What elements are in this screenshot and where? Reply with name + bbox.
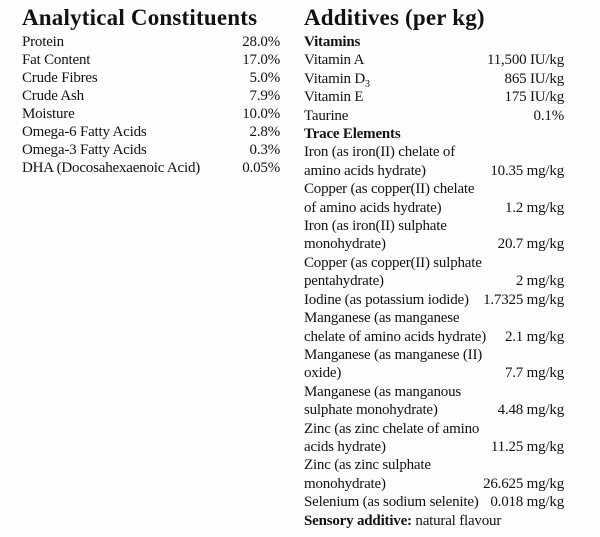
- row-label: Vitamin E: [304, 89, 364, 106]
- subscript: 3: [365, 78, 370, 90]
- row-value: 10.35 mg/kg: [490, 162, 564, 179]
- row-label: amino acids hydrate): [304, 162, 426, 179]
- row-label: pentahydrate): [304, 273, 384, 290]
- additive-row-continued: Manganese (as manganous: [304, 383, 462, 400]
- analytical-row: Omega-3 Fatty Acids 0.3%: [22, 141, 280, 159]
- row-label: Omega-3 Fatty Acids: [22, 142, 147, 158]
- row-label: Fat Content: [22, 52, 91, 68]
- additive-row: monohydrate) 20.7 mg/kg: [304, 235, 564, 253]
- row-label: DHA (Docosahexaenoic Acid): [22, 160, 201, 176]
- subsection-heading: Trace Elements: [304, 126, 401, 143]
- row-label: sulphate monohydrate): [304, 402, 438, 419]
- additive-row: Iodine (as potassium iodide) 1.7325 mg/kg: [304, 291, 564, 309]
- row-label: Selenium (as sodium selenite): [304, 494, 479, 511]
- row-label: Protein: [22, 34, 64, 50]
- additive-row-continued: Manganese (as manganese (II): [304, 346, 483, 363]
- row-label: oxide): [304, 365, 342, 382]
- row-label: acids hydrate): [304, 438, 386, 455]
- row-value: 1.7325 mg/kg: [483, 291, 564, 308]
- row-value: 10.0%: [242, 106, 280, 122]
- row-value: 7.7 mg/kg: [504, 365, 564, 382]
- row-value: 2 mg/kg: [515, 273, 564, 290]
- sensory-additive-label: Sensory additive:: [304, 512, 412, 529]
- additive-row: amino acids hydrate) 10.35 mg/kg: [304, 162, 564, 180]
- row-label: Vitamin A: [304, 52, 365, 69]
- row-value: 0.3%: [249, 142, 281, 158]
- row-label: Vitamin D3: [304, 70, 370, 90]
- additive-row-continued: Iron (as iron(II) sulphate: [304, 218, 447, 235]
- row-label: Moisture: [22, 106, 75, 122]
- additive-row: monohydrate) 26.625 mg/kg: [304, 475, 564, 493]
- analytical-row: Fat Content 17.0%: [22, 51, 280, 69]
- analytical-constituents-rows: Protein 28.0% Fat Content 17.0% Crude Fibres…: [22, 33, 280, 177]
- additive-row: sulphate monohydrate) 4.48 mg/kg: [304, 401, 564, 419]
- additives-rows: Vitamins Vitamin A 11,500 IU/kg Vitamin D3 8…: [304, 33, 564, 530]
- row-value: 2.8%: [249, 124, 281, 140]
- analytical-row: Crude Fibres 5.0%: [22, 69, 280, 87]
- additive-row: pentahydrate) 2 mg/kg: [304, 272, 564, 290]
- analytical-constituents-title: Analytical Constituents: [22, 5, 258, 30]
- row-value: 17.0%: [242, 52, 280, 68]
- additive-row-continued: Manganese (as manganese: [304, 310, 460, 327]
- row-value: 11,500 IU/kg: [486, 52, 564, 69]
- analytical-row: Moisture 10.0%: [22, 105, 280, 123]
- row-label: Iodine (as potassium iodide): [304, 291, 469, 308]
- additive-row: oxide) 7.7 mg/kg: [304, 364, 564, 382]
- additive-row: Vitamin A 11,500 IU/kg: [304, 51, 564, 69]
- row-value: 0.05%: [242, 160, 280, 176]
- row-label: Crude Ash: [22, 88, 84, 104]
- additive-row: of amino acids hydrate) 1.2 mg/kg: [304, 199, 564, 217]
- row-value: 0.1%: [533, 107, 565, 124]
- analytical-row: Crude Ash 7.9%: [22, 87, 280, 105]
- row-value: 26.625 mg/kg: [483, 475, 564, 492]
- analytical-row: DHA (Docosahexaenoic Acid) 0.05%: [22, 159, 280, 177]
- row-value: 1.2 mg/kg: [504, 199, 564, 216]
- row-label: chelate of amino acids hydrate): [304, 328, 487, 345]
- row-label: Taurine: [304, 107, 349, 124]
- row-value: 865 IU/kg: [504, 70, 565, 87]
- additive-row: Vitamin D3 865 IU/kg: [304, 70, 565, 90]
- row-label: monohydrate): [304, 475, 386, 492]
- row-value: 0.018 mg/kg: [490, 494, 564, 511]
- additive-row: Selenium (as sodium selenite) 0.018 mg/kg: [304, 493, 564, 511]
- row-label: of amino acids hydrate): [304, 199, 442, 216]
- additive-row: acids hydrate) 11.25 mg/kg: [304, 438, 564, 456]
- row-value: 28.0%: [242, 34, 280, 50]
- additives-title: Additives (per kg): [304, 5, 485, 30]
- row-value: 4.48 mg/kg: [497, 402, 565, 419]
- additive-row-continued: Copper (as copper(II) chelate: [304, 181, 475, 198]
- row-value: 20.7 mg/kg: [497, 236, 565, 253]
- sensory-additive-line: Sensory additive: natural flavour: [304, 512, 564, 530]
- row-value: 175 IU/kg: [504, 89, 565, 106]
- row-label: Crude Fibres: [22, 70, 98, 86]
- analytical-constituents-section: Analytical Constituents Protein 28.0% Fat …: [22, 5, 280, 177]
- sensory-additive-value: natural flavour: [411, 512, 502, 529]
- subsection-heading: Vitamins: [304, 34, 361, 50]
- additive-row-continued: Zinc (as zinc chelate of amino: [304, 420, 480, 437]
- additive-row-continued: Zinc (as zinc sulphate: [304, 457, 431, 474]
- row-value: 7.9%: [249, 88, 281, 104]
- row-label: monohydrate): [304, 236, 386, 253]
- analytical-row: Omega-6 Fatty Acids 2.8%: [22, 123, 280, 141]
- row-label: Omega-6 Fatty Acids: [22, 124, 147, 140]
- additive-row: Vitamin E 175 IU/kg: [304, 88, 564, 106]
- additive-row: Taurine 0.1%: [304, 107, 564, 125]
- analytical-row: Protein 28.0%: [22, 33, 280, 51]
- row-value: 5.0%: [249, 70, 281, 86]
- additive-row-continued: Iron (as iron(II) chelate of: [304, 144, 455, 161]
- additives-section: Additives (per kg) Vitamins Vitamin A 11,5…: [304, 5, 564, 530]
- row-value: 2.1 mg/kg: [504, 328, 564, 345]
- additive-row-continued: Copper (as copper(II) sulphate: [304, 254, 482, 271]
- additive-row: chelate of amino acids hydrate) 2.1 mg/kg: [304, 328, 564, 346]
- row-value: 11.25 mg/kg: [490, 438, 564, 455]
